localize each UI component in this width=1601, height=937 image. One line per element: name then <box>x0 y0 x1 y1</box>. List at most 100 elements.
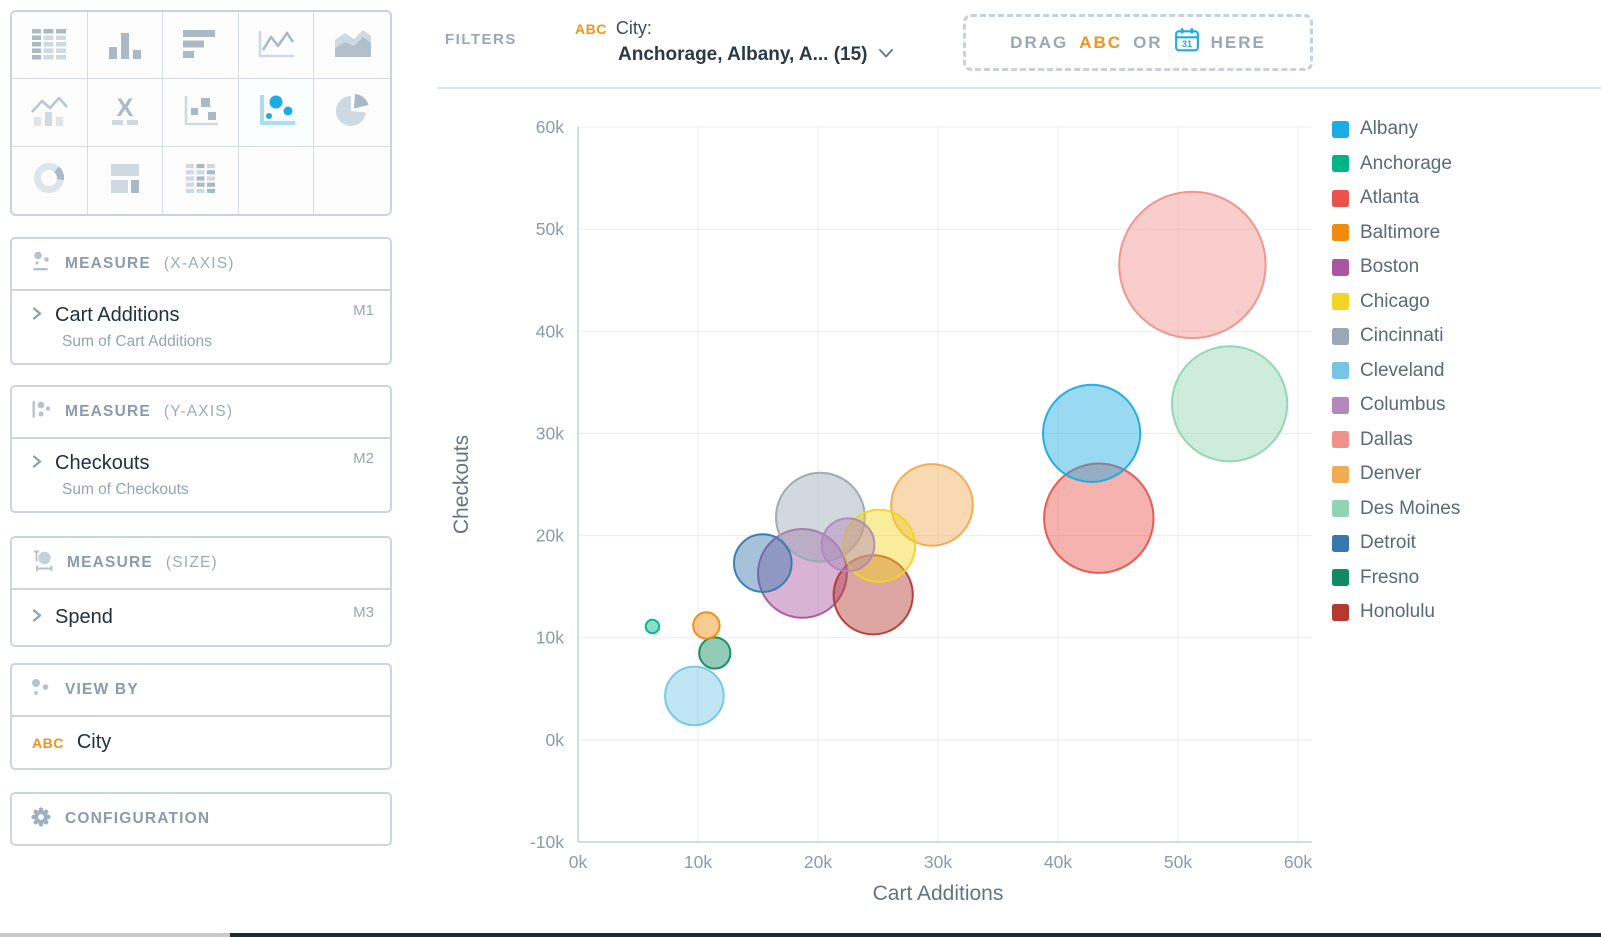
chart-type-picker: X <box>10 10 392 216</box>
legend-label: Cincinnati <box>1360 325 1444 347</box>
legend-item-denver[interactable]: Denver <box>1332 457 1460 492</box>
drop-zone-or-label: OR <box>1133 32 1163 52</box>
legend-swatch-anchorage <box>1332 155 1349 173</box>
measure-x-field-row[interactable]: Cart Additions M1 Sum of Cart Additions <box>12 291 390 363</box>
x-tick-label: 50k <box>1164 852 1192 872</box>
bubble-denver[interactable] <box>890 463 974 547</box>
legend-swatch-atlanta <box>1332 189 1349 207</box>
legend-swatch-fresno <box>1332 569 1349 587</box>
chevron-down-icon[interactable] <box>878 46 894 64</box>
legend-item-dallas[interactable]: Dallas <box>1332 423 1460 458</box>
panel-configuration[interactable]: CONFIGURATION <box>10 792 392 846</box>
chart-legend: Albany Anchorage Atlanta Baltimore Boston Chi… <box>1332 112 1460 630</box>
chart-type-pie[interactable] <box>314 79 390 147</box>
legend-item-baltimore[interactable]: Baltimore <box>1332 216 1460 251</box>
gear-icon <box>30 806 52 833</box>
bubble-atlanta[interactable] <box>1043 462 1155 574</box>
legend-swatch-chicago <box>1332 293 1349 311</box>
legend-label: Atlanta <box>1360 187 1420 209</box>
x-axis-title: Cart Additions <box>873 882 1004 905</box>
measure-y-field-row[interactable]: Checkouts M2 Sum of Checkouts <box>12 439 390 511</box>
bubble-dallas[interactable] <box>1118 190 1267 340</box>
bubble-albany[interactable] <box>1042 383 1142 483</box>
bubble-chart-icon <box>253 90 299 135</box>
bubble-detroit[interactable] <box>733 533 793 593</box>
line-chart-icon <box>253 23 299 68</box>
bubble-cincinnati[interactable] <box>775 471 866 563</box>
bubble-baltimore[interactable] <box>692 611 721 640</box>
legend-item-atlanta[interactable]: Atlanta <box>1332 181 1460 216</box>
panel-measure-y-axis: MEASURE (Y-AXIS) Checkouts M2 Sum of Che… <box>10 385 392 513</box>
measure-size-field-name: Spend <box>55 606 113 628</box>
chart-type-combo[interactable] <box>12 79 88 147</box>
measure-x-description: Sum of Cart Additions <box>62 333 212 350</box>
x-metric-chart-icon: X <box>102 90 148 135</box>
chart-type-line[interactable] <box>238 12 315 80</box>
bubble-chicago[interactable] <box>842 508 917 583</box>
legend-item-anchorage[interactable]: Anchorage <box>1332 147 1460 182</box>
bubble-fresno[interactable] <box>698 636 732 670</box>
legend-swatch-baltimore <box>1332 224 1349 242</box>
legend-item-detroit[interactable]: Detroit <box>1332 526 1460 561</box>
city-filter-chip[interactable]: ABC City: Anchorage, Albany, A... (15) <box>575 18 894 66</box>
legend-item-chicago[interactable]: Chicago <box>1332 285 1460 320</box>
chevron-right-icon[interactable] <box>32 306 42 326</box>
y-tick-label: 0k <box>546 730 565 750</box>
legend-label: Baltimore <box>1360 221 1441 243</box>
x-tick-label: 30k <box>924 852 952 872</box>
combo-chart-icon <box>26 90 72 135</box>
legend-item-des-moines[interactable]: Des Moines <box>1332 492 1460 527</box>
chart-type-area[interactable] <box>314 12 390 80</box>
chart-type-scatter[interactable] <box>163 79 239 147</box>
measure-x-field-name: Cart Additions <box>55 304 180 326</box>
panel-measure-x-axis: MEASURE (X-AXIS) Cart Additions M1 Sum o… <box>10 237 392 365</box>
donut-chart-icon <box>26 158 72 203</box>
layout-chart-icon <box>102 158 148 203</box>
legend-item-fresno[interactable]: Fresno <box>1332 561 1460 596</box>
measure-x-title: MEASURE <box>65 255 151 272</box>
legend-swatch-cincinnati <box>1332 327 1349 345</box>
chart-type-layout[interactable] <box>87 146 164 214</box>
legend-label: Anchorage <box>1360 152 1452 174</box>
measure-y-subtitle: (Y-AXIS) <box>163 403 234 420</box>
x-tick-label: 60k <box>1284 852 1312 872</box>
y-tick-label: 50k <box>536 219 564 239</box>
panel-view-by: VIEW BY ABC City <box>10 663 392 770</box>
chart-type-bubble-selected[interactable] <box>238 79 315 147</box>
legend-item-cincinnati[interactable]: Cincinnati <box>1332 319 1460 354</box>
chart-type-pivot[interactable] <box>163 146 239 214</box>
filter-drop-zone[interactable]: DRAG ABC OR 31 HERE <box>963 14 1313 71</box>
y-tick-label: 40k <box>536 321 564 341</box>
view-by-title: VIEW BY <box>65 681 139 698</box>
legend-item-honolulu[interactable]: Honolulu <box>1332 595 1460 630</box>
y-tick-label: 10k <box>536 628 564 648</box>
legend-item-boston[interactable]: Boston <box>1332 250 1460 285</box>
chart-type-donut[interactable] <box>12 146 88 214</box>
drop-zone-drag-label: DRAG <box>1010 32 1069 52</box>
scatter-chart-icon <box>177 90 223 135</box>
measure-size-field-row[interactable]: Spend M3 <box>12 590 390 645</box>
filter-value: Anchorage, Albany, A... (15) <box>618 44 868 65</box>
chart-type-x-metric[interactable]: X <box>87 79 164 147</box>
chevron-right-icon[interactable] <box>32 454 42 474</box>
bubble-anchorage[interactable] <box>644 618 661 635</box>
chevron-right-icon[interactable] <box>32 608 42 628</box>
filters-label: FILTERS <box>445 31 517 48</box>
abc-type-icon: ABC <box>575 21 607 37</box>
bubble-des-moines[interactable] <box>1171 345 1289 463</box>
chart-type-bar[interactable] <box>87 12 164 80</box>
legend-item-columbus[interactable]: Columbus <box>1332 388 1460 423</box>
bubble-cleveland[interactable] <box>664 665 725 727</box>
measure-y-badge: M2 <box>353 450 374 467</box>
bubble-boston[interactable] <box>757 528 848 619</box>
svg-text:31: 31 <box>1181 39 1191 49</box>
legend-label: Detroit <box>1360 532 1416 554</box>
legend-item-albany[interactable]: Albany <box>1332 112 1460 147</box>
area-chart-icon <box>329 23 375 68</box>
bubble-columbus[interactable] <box>820 517 876 573</box>
chart-type-table[interactable] <box>12 12 88 80</box>
legend-item-cleveland[interactable]: Cleveland <box>1332 354 1460 389</box>
legend-label: Boston <box>1360 256 1420 278</box>
chart-type-horizontal-bar[interactable] <box>163 12 239 80</box>
view-by-field-row[interactable]: ABC City <box>12 717 390 768</box>
